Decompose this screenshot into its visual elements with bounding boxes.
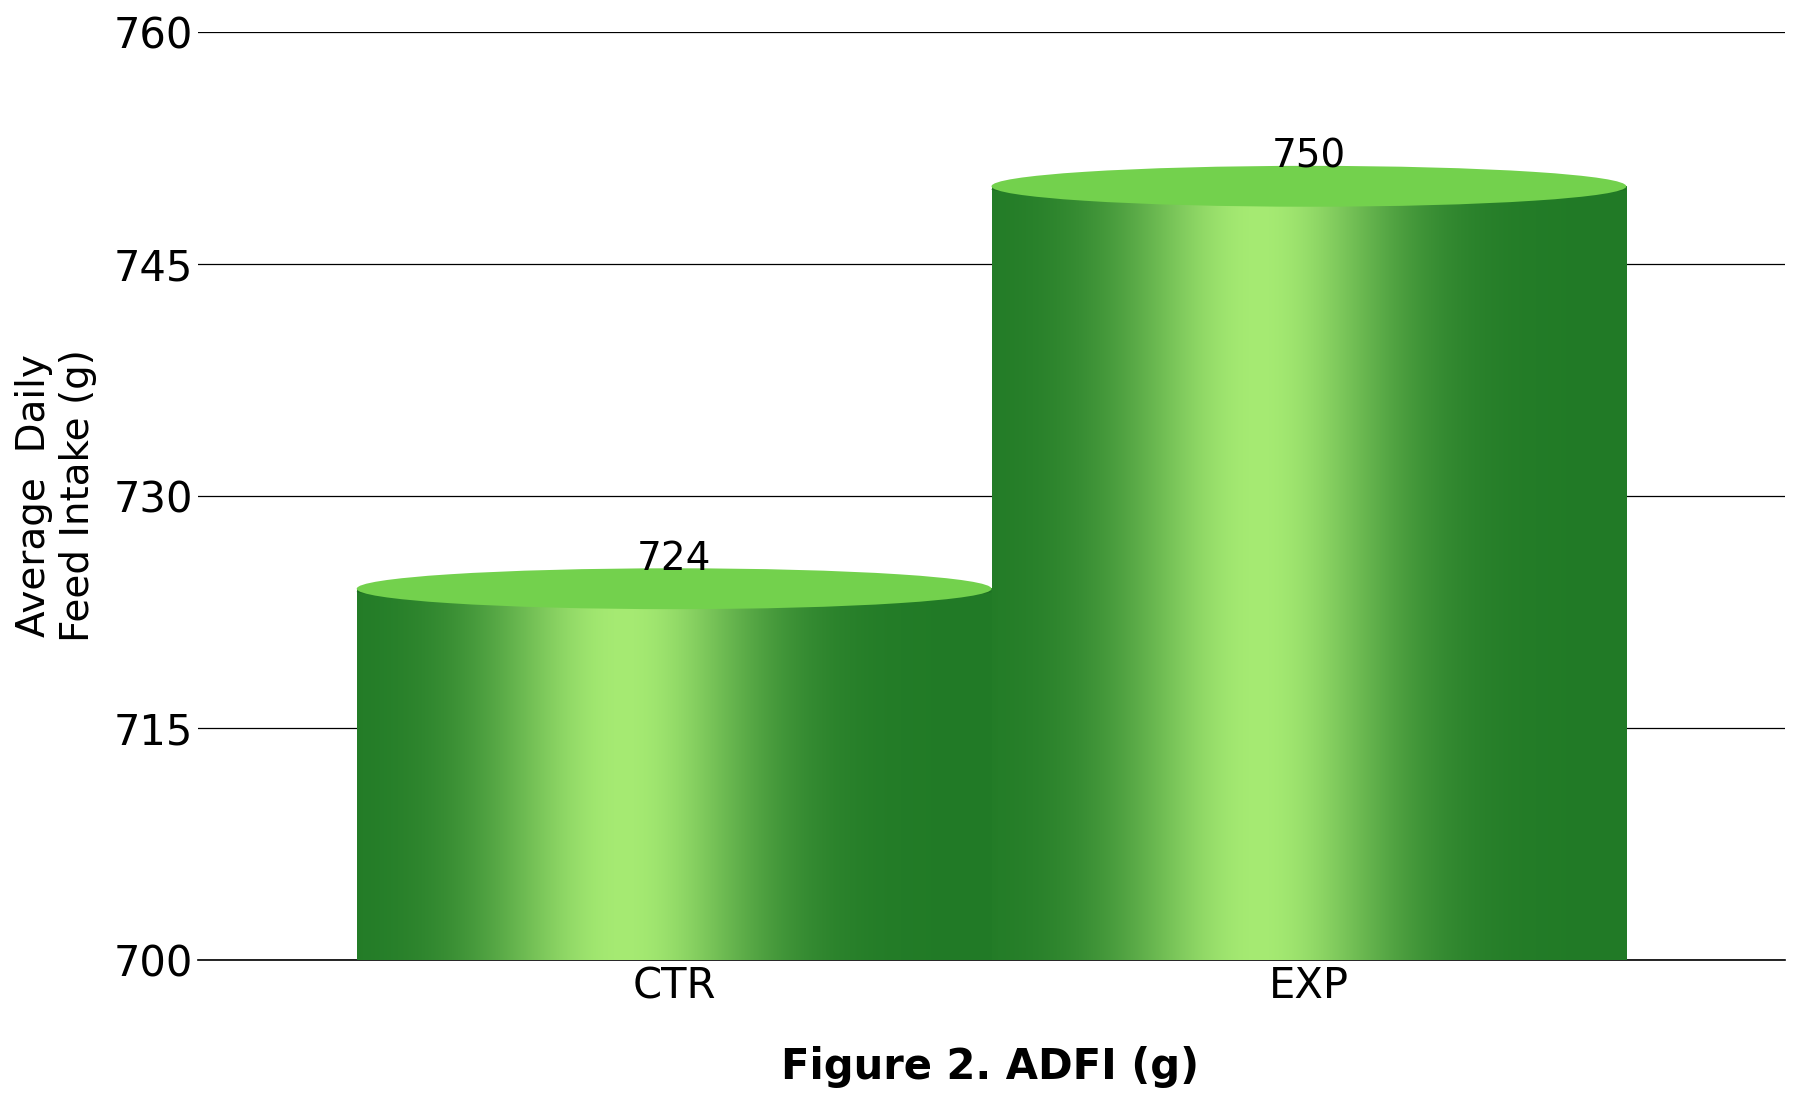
Ellipse shape [356, 568, 992, 609]
Ellipse shape [356, 584, 992, 600]
Text: 724: 724 [637, 540, 711, 578]
Ellipse shape [992, 181, 1627, 198]
Y-axis label: Average  Daily
Feed Intake (g): Average Daily Feed Intake (g) [14, 349, 97, 642]
Text: 750: 750 [1273, 137, 1346, 175]
Ellipse shape [992, 166, 1627, 207]
Text: Figure 2. ADFI (g): Figure 2. ADFI (g) [781, 1046, 1199, 1088]
